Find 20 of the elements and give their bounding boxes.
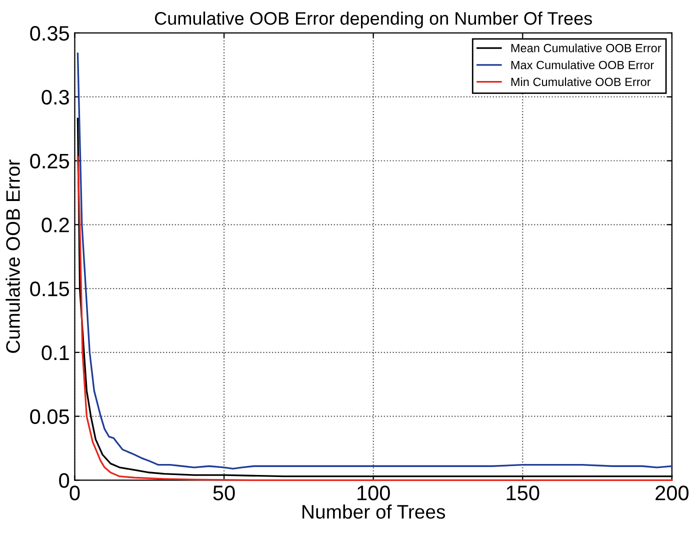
x-tick-label: 100 <box>358 486 390 500</box>
y-axis-title: Cumulative OOB Error <box>6 160 20 353</box>
chart-title: Cumulative OOB Error depending on Number Of Trees <box>154 12 592 28</box>
y-tick-label: 0.3 <box>42 90 69 105</box>
x-tick-label: 200 <box>656 486 688 500</box>
x-tick-label: 150 <box>506 486 540 500</box>
line-series <box>76 52 673 470</box>
legend-label: Min Cumulative OOB Error <box>511 77 651 86</box>
x-tick-label: 0 <box>70 486 80 500</box>
y-tick-label: 0.15 <box>30 282 70 296</box>
y-tick-label: 0 <box>59 473 70 488</box>
x-axis-title: Number of Trees <box>302 504 446 519</box>
x-tick-label: 50 <box>213 486 235 500</box>
legend-label: Max Cumulative OOB Error <box>511 60 654 70</box>
y-tick-label: 0.25 <box>30 154 70 169</box>
legend-label: Mean Cumulative OOB Error <box>511 44 662 52</box>
y-tick-label: 0.35 <box>30 26 70 41</box>
y-tick-label: 0.2 <box>42 218 69 232</box>
y-tick-label: 0.05 <box>30 409 70 424</box>
y-tick-label: 0.1 <box>42 345 69 360</box>
